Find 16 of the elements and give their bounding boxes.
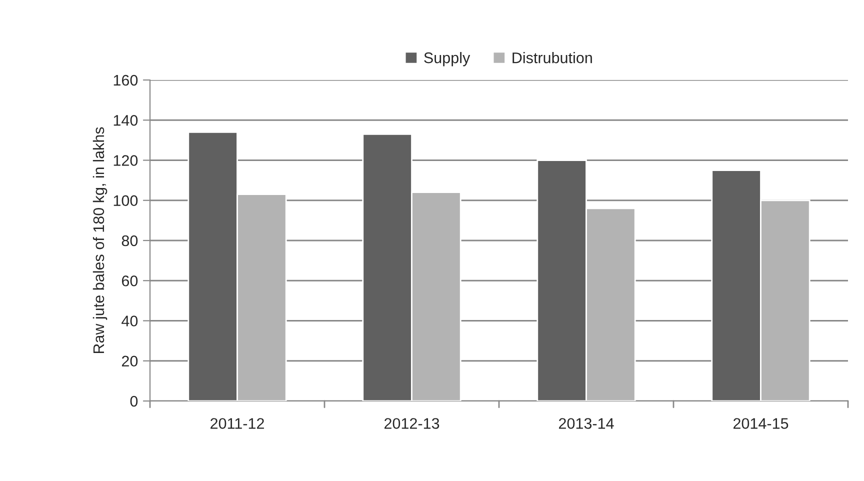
x-tick-label: 2014-15 (733, 418, 788, 429)
x-tick-label: 2012-13 (384, 418, 440, 429)
y-tick-label: 80 (122, 235, 138, 246)
legend-label: Supply (424, 52, 470, 66)
y-tick-label: 140 (114, 114, 138, 126)
y-axis-title: Raw jute bales of 180 kg, in lakhs (92, 127, 108, 354)
legend-label: Distrubution (512, 52, 592, 64)
y-tick-label: 40 (122, 316, 138, 326)
x-tick-label: 2013-14 (558, 418, 614, 429)
y-tick-label: 20 (122, 356, 138, 367)
y-tick-label: 0 (130, 396, 138, 407)
x-tick-label: 2011-12 (210, 418, 264, 429)
y-tick-label: 60 (122, 275, 138, 286)
y-tick-label: 120 (114, 155, 138, 166)
y-tick-label: 100 (114, 195, 138, 206)
y-tick-label: 160 (114, 74, 138, 86)
